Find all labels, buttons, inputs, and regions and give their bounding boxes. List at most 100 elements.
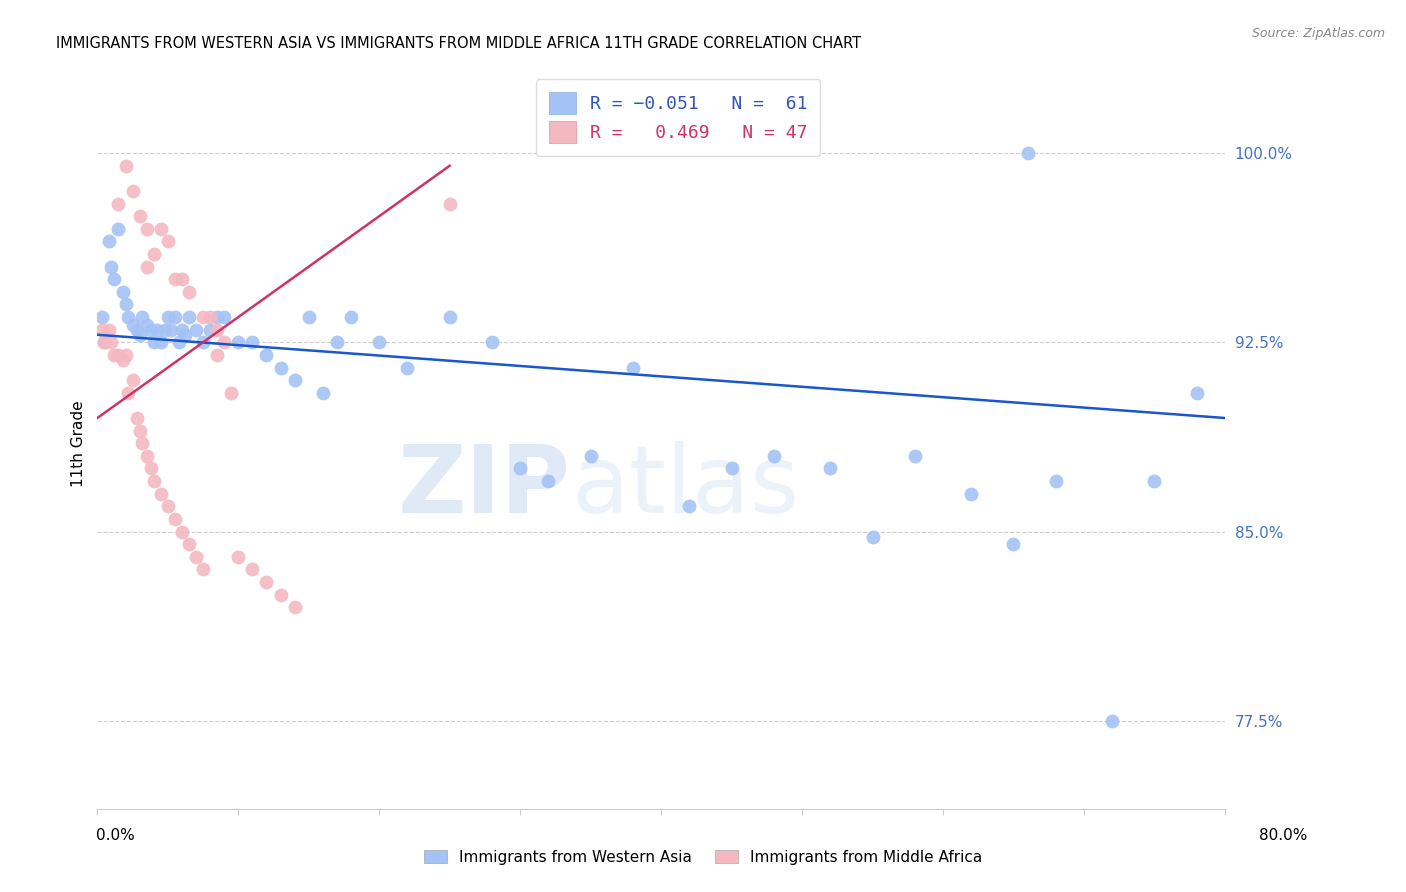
- Point: [340, 310, 363, 324]
- Point: [93, 335, 115, 350]
- Text: 80.0%: 80.0%: [1260, 828, 1308, 843]
- Point: [212, 335, 235, 350]
- Point: [142, 474, 165, 488]
- Point: [131, 436, 153, 450]
- Point: [90, 323, 112, 337]
- Point: [226, 549, 249, 564]
- Point: [111, 285, 134, 299]
- Point: [97, 323, 120, 337]
- Point: [121, 318, 143, 332]
- Point: [121, 373, 143, 387]
- Point: [256, 348, 278, 362]
- Point: [212, 310, 235, 324]
- Point: [156, 500, 179, 514]
- Point: [145, 323, 167, 337]
- Point: [242, 562, 264, 576]
- Point: [90, 310, 112, 324]
- Point: [125, 323, 148, 337]
- Point: [191, 562, 214, 576]
- Point: [173, 327, 195, 342]
- Text: atlas: atlas: [571, 442, 799, 533]
- Point: [167, 335, 190, 350]
- Point: [205, 348, 228, 362]
- Point: [103, 272, 125, 286]
- Point: [298, 310, 321, 324]
- Point: [177, 537, 200, 551]
- Point: [107, 222, 129, 236]
- Point: [862, 530, 884, 544]
- Point: [149, 335, 172, 350]
- Point: [579, 449, 602, 463]
- Point: [170, 524, 193, 539]
- Legend: Immigrants from Western Asia, Immigrants from Middle Africa: Immigrants from Western Asia, Immigrants…: [418, 844, 988, 871]
- Text: ZIP: ZIP: [398, 442, 571, 533]
- Point: [103, 348, 125, 362]
- Point: [142, 335, 165, 350]
- Point: [139, 323, 162, 337]
- Point: [135, 318, 157, 332]
- Y-axis label: 11th Grade: 11th Grade: [72, 400, 86, 486]
- Point: [1143, 474, 1166, 488]
- Point: [177, 285, 200, 299]
- Point: [270, 588, 292, 602]
- Point: [135, 449, 157, 463]
- Point: [117, 385, 139, 400]
- Point: [326, 335, 349, 350]
- Point: [439, 196, 461, 211]
- Point: [481, 335, 503, 350]
- Point: [135, 260, 157, 274]
- Point: [128, 327, 150, 342]
- Point: [170, 323, 193, 337]
- Text: 0.0%: 0.0%: [96, 828, 135, 843]
- Point: [621, 360, 644, 375]
- Point: [125, 411, 148, 425]
- Point: [1002, 537, 1025, 551]
- Point: [128, 209, 150, 223]
- Point: [121, 184, 143, 198]
- Point: [256, 574, 278, 589]
- Point: [156, 310, 179, 324]
- Point: [184, 549, 207, 564]
- Point: [242, 335, 264, 350]
- Point: [205, 323, 228, 337]
- Point: [107, 196, 129, 211]
- Point: [97, 235, 120, 249]
- Point: [100, 260, 122, 274]
- Point: [177, 310, 200, 324]
- Point: [100, 335, 122, 350]
- Point: [1185, 385, 1208, 400]
- Point: [163, 272, 186, 286]
- Point: [142, 247, 165, 261]
- Point: [131, 310, 153, 324]
- Point: [163, 512, 186, 526]
- Point: [184, 323, 207, 337]
- Point: [128, 424, 150, 438]
- Point: [135, 222, 157, 236]
- Point: [191, 335, 214, 350]
- Point: [198, 323, 221, 337]
- Point: [960, 486, 983, 500]
- Point: [117, 310, 139, 324]
- Point: [284, 373, 307, 387]
- Point: [904, 449, 927, 463]
- Point: [312, 385, 335, 400]
- Text: IMMIGRANTS FROM WESTERN ASIA VS IMMIGRANTS FROM MIDDLE AFRICA 11TH GRADE CORRELA: IMMIGRANTS FROM WESTERN ASIA VS IMMIGRAN…: [56, 36, 862, 51]
- Point: [219, 385, 242, 400]
- Point: [114, 159, 136, 173]
- Point: [396, 360, 419, 375]
- Point: [1017, 146, 1039, 161]
- Point: [226, 335, 249, 350]
- Text: Source: ZipAtlas.com: Source: ZipAtlas.com: [1251, 27, 1385, 40]
- Point: [762, 449, 785, 463]
- Point: [368, 335, 391, 350]
- Point: [170, 272, 193, 286]
- Point: [198, 310, 221, 324]
- Point: [720, 461, 742, 475]
- Point: [509, 461, 531, 475]
- Point: [149, 222, 172, 236]
- Legend: R = −0.051   N =  61, R =   0.469   N = 47: R = −0.051 N = 61, R = 0.469 N = 47: [536, 79, 820, 156]
- Point: [284, 600, 307, 615]
- Point: [114, 297, 136, 311]
- Point: [114, 348, 136, 362]
- Point: [139, 461, 162, 475]
